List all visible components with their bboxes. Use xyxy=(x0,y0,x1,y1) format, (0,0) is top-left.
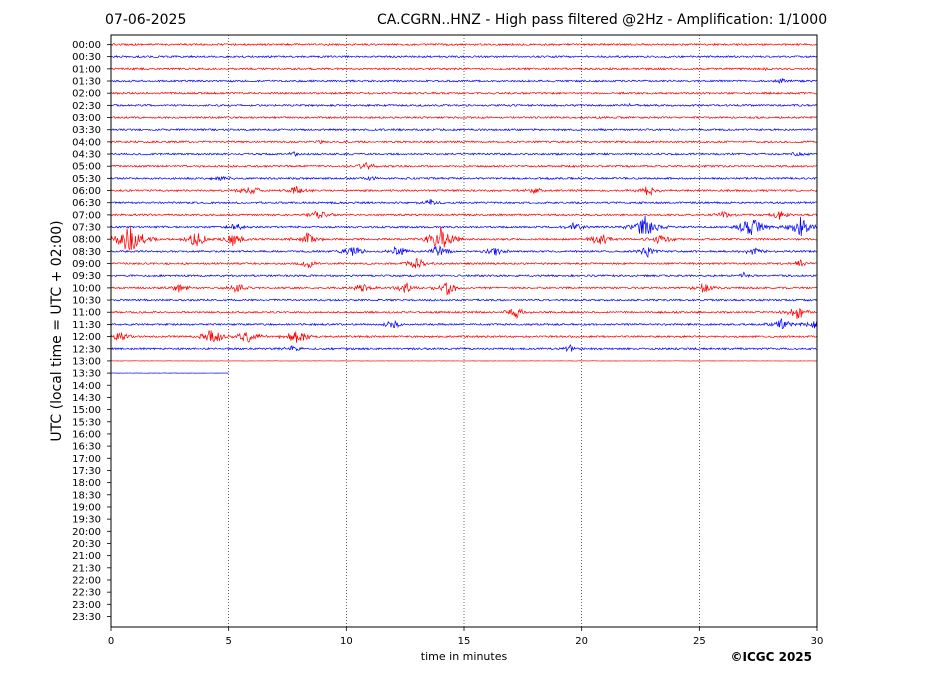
row-label-0700: 07:00 xyxy=(72,210,101,221)
row-label-1230: 12:30 xyxy=(72,344,101,355)
row-label-1130: 11:30 xyxy=(72,320,101,331)
row-label-1530: 15:30 xyxy=(72,417,101,428)
row-label-2330: 23:30 xyxy=(72,612,101,623)
row-label-1330: 13:30 xyxy=(72,369,101,380)
row-label-0530: 05:30 xyxy=(72,174,101,185)
row-label-1800: 18:00 xyxy=(72,478,101,489)
x-tick-label-30: 30 xyxy=(811,636,824,647)
row-label-0400: 04:00 xyxy=(72,137,101,148)
row-label-1100: 11:00 xyxy=(72,308,101,319)
plot-frame xyxy=(110,34,818,628)
row-label-2200: 22:00 xyxy=(72,575,101,586)
x-tick-label-25: 25 xyxy=(693,636,706,647)
date-label: 07-06-2025 xyxy=(105,12,187,28)
x-axis-label: time in minutes xyxy=(420,650,508,663)
row-label-1830: 18:30 xyxy=(72,490,101,501)
row-label-1700: 17:00 xyxy=(72,454,101,465)
row-label-0600: 06:00 xyxy=(72,186,101,197)
x-tick-label-15: 15 xyxy=(458,636,471,647)
trace-0300 xyxy=(110,115,817,120)
row-label-0000: 00:00 xyxy=(72,40,101,51)
row-label-0930: 09:30 xyxy=(72,271,101,282)
trace-0330 xyxy=(110,128,817,132)
row-label-1030: 10:30 xyxy=(72,296,101,307)
row-label-0130: 01:30 xyxy=(72,77,101,88)
row-label-0730: 07:30 xyxy=(72,223,101,234)
trace-1230 xyxy=(110,343,817,353)
row-label-2100: 21:00 xyxy=(72,551,101,562)
row-label-1930: 19:30 xyxy=(72,515,101,526)
row-label-1900: 19:00 xyxy=(72,502,101,513)
row-label-0500: 05:00 xyxy=(72,162,101,173)
trace-0000 xyxy=(110,42,817,47)
trace-1130 xyxy=(110,318,817,330)
trace-0200 xyxy=(110,91,817,95)
row-label-0100: 01:00 xyxy=(72,64,101,75)
trace-0830 xyxy=(110,245,817,258)
trace-0630 xyxy=(110,198,817,206)
copyright-label: ©ICGC 2025 xyxy=(730,650,812,664)
row-label-0430: 04:30 xyxy=(72,150,101,161)
row-label-1200: 12:00 xyxy=(72,332,101,343)
row-label-1730: 17:30 xyxy=(72,466,101,477)
x-tick-label-0: 0 xyxy=(108,636,114,647)
row-label-2230: 22:30 xyxy=(72,588,101,599)
row-label-0200: 02:00 xyxy=(72,89,101,100)
x-tick-label-10: 10 xyxy=(340,636,353,647)
row-label-0630: 06:30 xyxy=(72,198,101,209)
row-label-1400: 14:00 xyxy=(72,381,101,392)
row-label-0230: 02:30 xyxy=(72,101,101,112)
trace-0500 xyxy=(110,162,817,170)
chart-title: CA.CGRN..HNZ - High pass filtered @2Hz -… xyxy=(377,12,828,28)
row-label-0830: 08:30 xyxy=(72,247,101,258)
y-axis-label: UTC (local time = UTC + 02:00) xyxy=(49,220,65,442)
row-label-0900: 09:00 xyxy=(72,259,101,270)
trace-0530 xyxy=(110,175,817,181)
trace-0400 xyxy=(110,139,817,145)
x-tick-label-5: 5 xyxy=(225,636,231,647)
row-label-1000: 10:00 xyxy=(72,283,101,294)
trace-0900 xyxy=(110,257,817,269)
trace-0430 xyxy=(110,151,817,157)
trace-1100 xyxy=(110,307,817,320)
trace-0230 xyxy=(110,102,817,108)
trace-0030 xyxy=(110,54,817,59)
trace-0930 xyxy=(110,271,817,278)
row-label-2300: 23:00 xyxy=(72,600,101,611)
trace-0600 xyxy=(110,186,817,196)
trace-1200 xyxy=(110,329,817,343)
x-tick-label-20: 20 xyxy=(575,636,588,647)
row-label-0800: 08:00 xyxy=(72,235,101,246)
row-label-2130: 21:30 xyxy=(72,563,101,574)
trace-0130 xyxy=(110,78,817,84)
row-label-2030: 20:30 xyxy=(72,539,101,550)
row-label-2000: 20:00 xyxy=(72,527,101,538)
row-label-1600: 16:00 xyxy=(72,429,101,440)
row-label-1300: 13:00 xyxy=(72,356,101,367)
row-label-1500: 15:00 xyxy=(72,405,101,416)
row-label-1430: 14:30 xyxy=(72,393,101,404)
row-label-0330: 03:30 xyxy=(72,125,101,136)
trace-1000 xyxy=(110,282,817,296)
row-label-1630: 16:30 xyxy=(72,442,101,453)
trace-0700 xyxy=(110,210,817,220)
trace-0800 xyxy=(110,226,817,250)
row-label-0300: 03:00 xyxy=(72,113,101,124)
row-label-0030: 00:30 xyxy=(72,52,101,63)
trace-1030 xyxy=(110,298,817,302)
trace-0730 xyxy=(110,215,817,237)
trace-0100 xyxy=(110,67,817,72)
